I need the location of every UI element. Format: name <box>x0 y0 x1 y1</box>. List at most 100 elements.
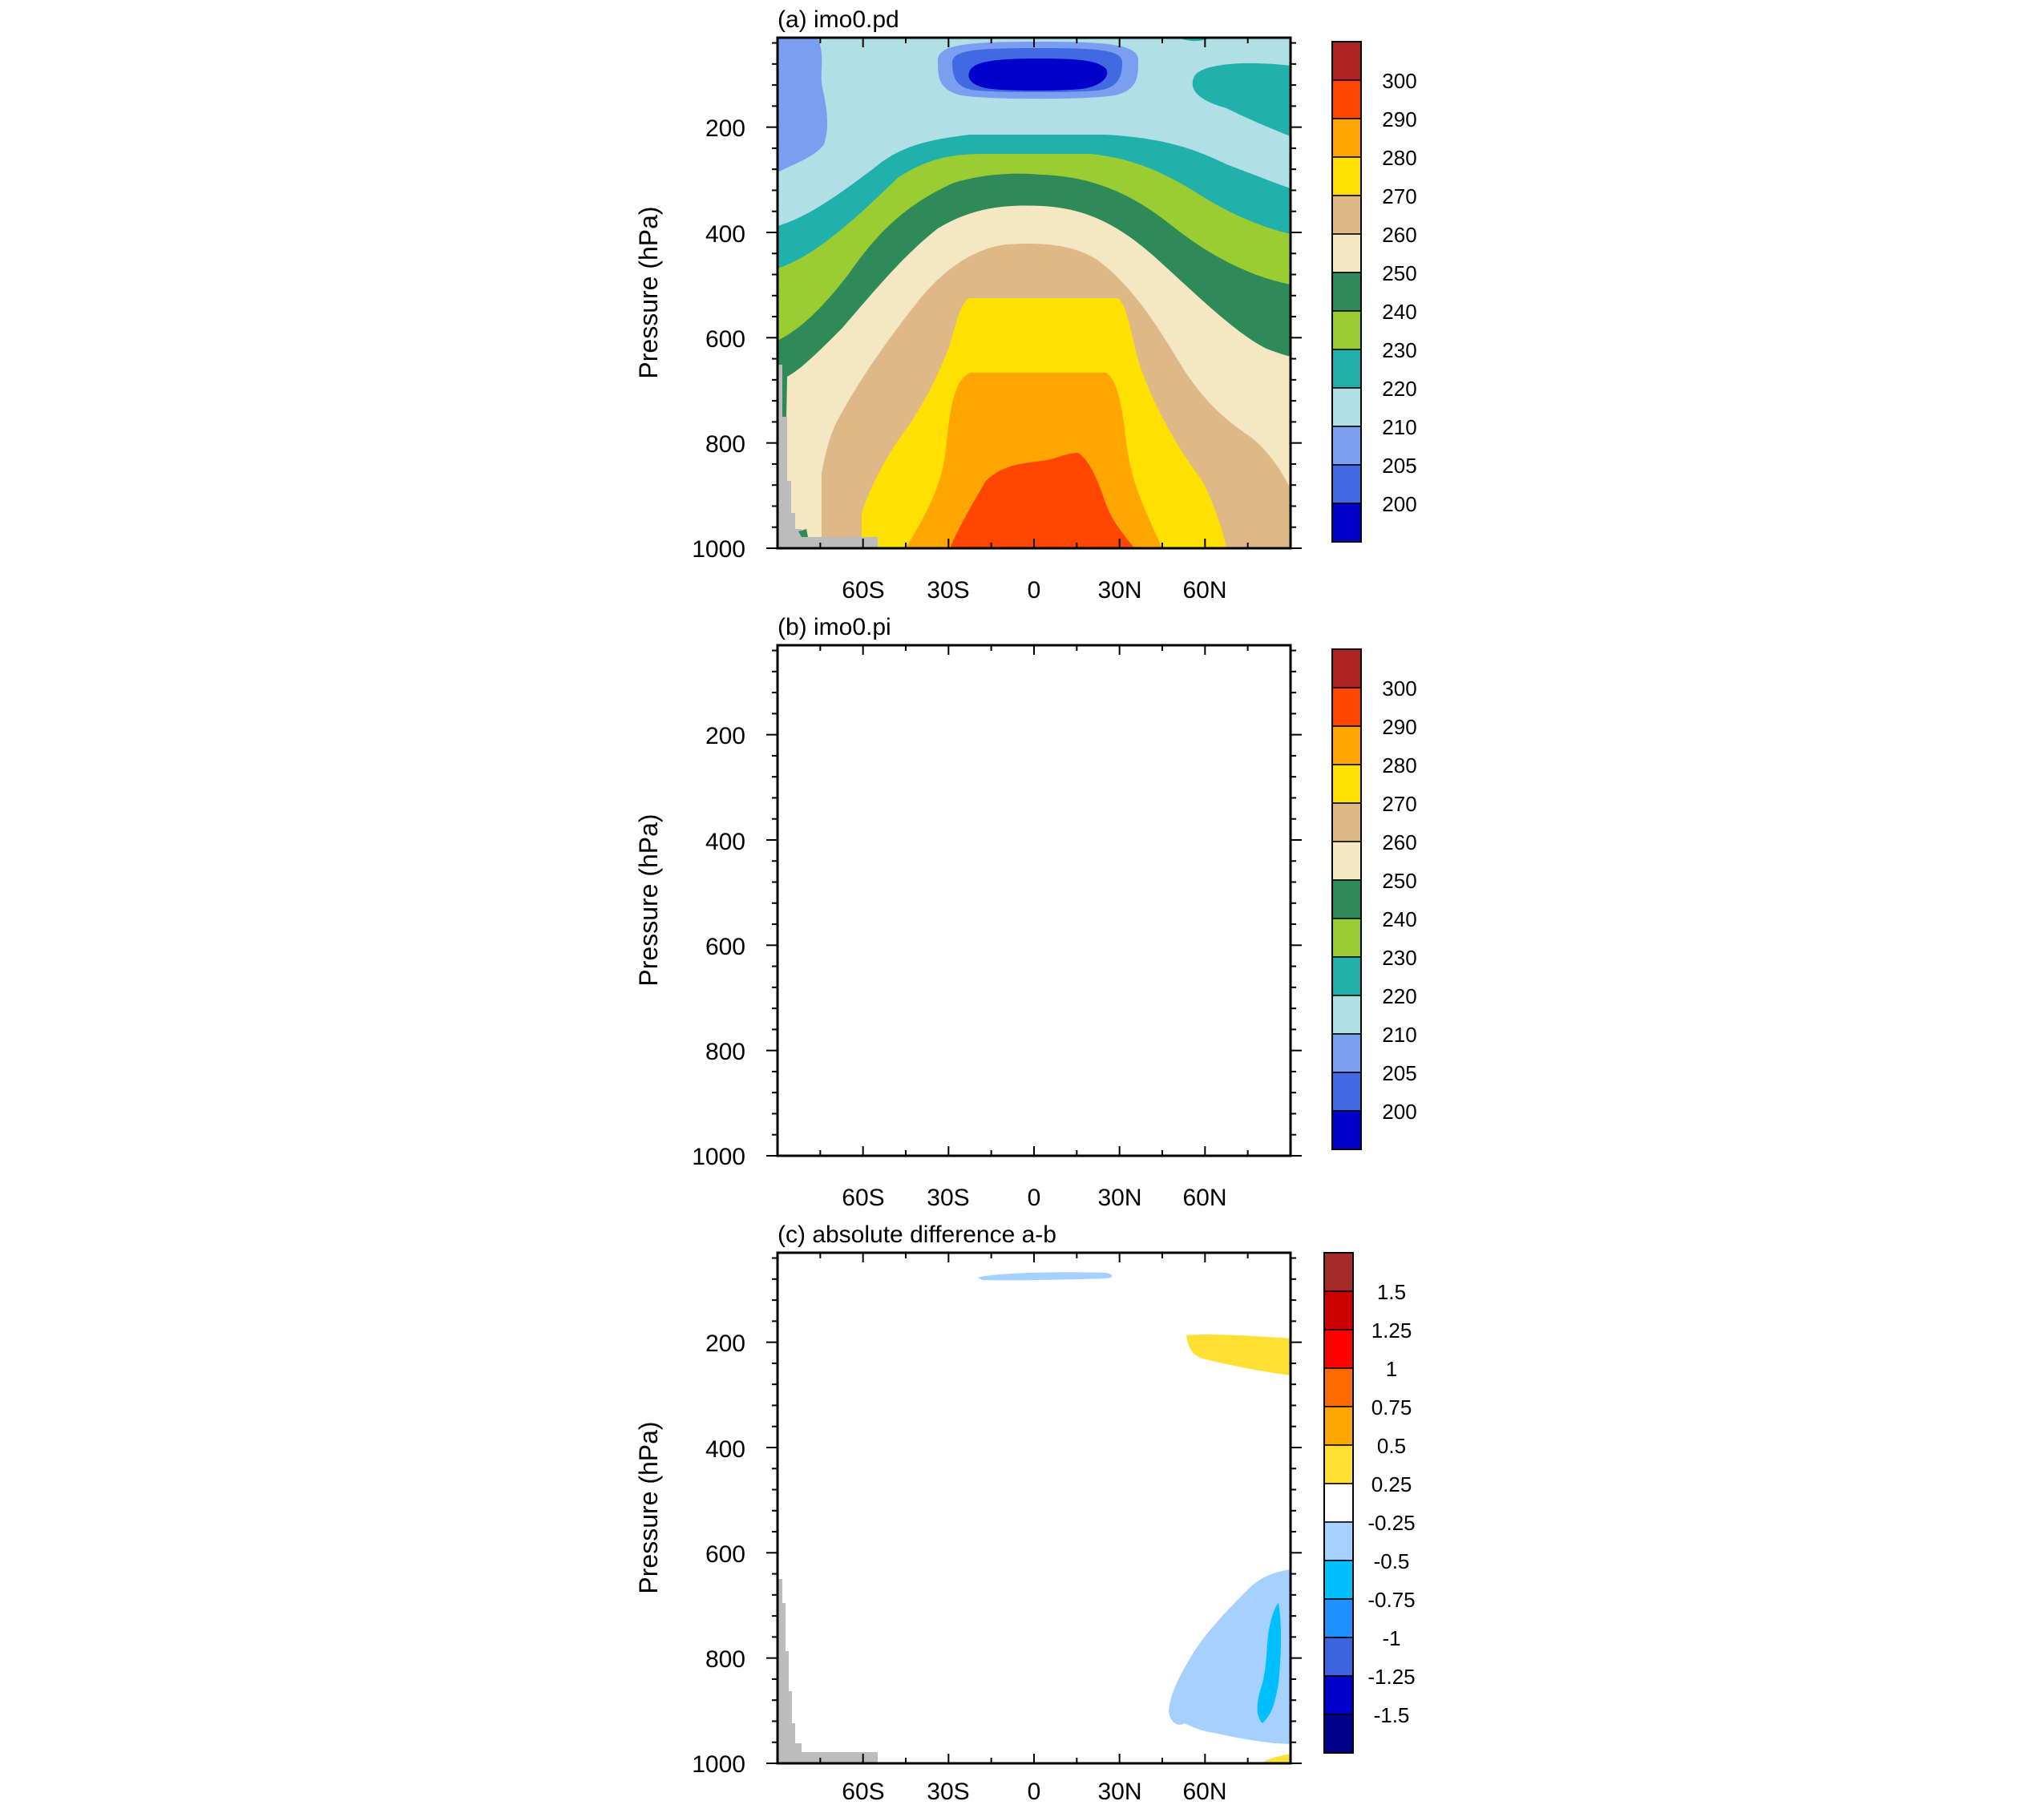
y-tick-label-200: 200 <box>705 1331 745 1357</box>
panel-c-xticks: 60S 30S 0 30N 60N <box>842 1779 1226 1805</box>
colorbar-label: 205 <box>1382 454 1416 478</box>
x-tick-label-0: 0 <box>1028 577 1041 604</box>
plot-frame <box>776 644 1292 1157</box>
x-tick-label-30n: 30N <box>1097 577 1141 604</box>
x-tick-label-60n: 60N <box>1182 1779 1226 1805</box>
colorbar-cell <box>1331 464 1362 504</box>
colorbar-label: 260 <box>1382 830 1416 854</box>
colorbar-cell <box>1331 156 1362 196</box>
colorbar-label: 270 <box>1382 792 1416 816</box>
colorbar-label: 280 <box>1382 146 1416 170</box>
band-c-neg-top <box>978 1272 1113 1281</box>
band-b-220 <box>778 742 1291 1156</box>
colorbar-label: -0.25 <box>1367 1511 1415 1535</box>
panel-b-contours <box>778 645 1291 1156</box>
colorbar-cell <box>1331 310 1362 350</box>
colorbar-cell <box>1331 841 1362 881</box>
colorbar-cell <box>1323 1714 1354 1754</box>
colorbar-cell <box>1323 1444 1354 1484</box>
colorbar-cell <box>1323 1598 1354 1638</box>
colorbar-label: -0.75 <box>1367 1588 1415 1612</box>
colorbar-label: 290 <box>1382 715 1416 739</box>
colorbar-cell <box>1331 687 1362 727</box>
colorbar-label: 1 <box>1386 1357 1397 1381</box>
colorbar-cell <box>1331 195 1362 235</box>
colorbar-cell <box>1331 118 1362 158</box>
x-tick-label-60s: 60S <box>842 1779 884 1805</box>
panel-b-colorbar: 300 290 280 270 260 250 240 230 220 210 205 200 <box>1331 648 1417 1150</box>
x-tick-label-30n: 30N <box>1097 1779 1141 1805</box>
y-tick-label-1000: 1000 <box>692 1751 745 1778</box>
band-b-lt200 <box>968 666 1107 698</box>
colorbar-cell <box>1323 1483 1354 1523</box>
y-tick-label-600: 600 <box>705 326 745 353</box>
panel-c-ylabel: Pressure (hPa) <box>634 1421 663 1593</box>
y-tick-label-800: 800 <box>705 1646 745 1673</box>
colorbar-cell <box>1323 1290 1354 1331</box>
band-a-290 <box>950 453 1134 548</box>
colorbar-label: 210 <box>1382 415 1416 439</box>
x-tick-label-0: 0 <box>1028 1185 1041 1211</box>
x-tick-label-60n: 60N <box>1182 1185 1226 1211</box>
band-b-240 <box>778 781 1291 1156</box>
band-b-220-right <box>1193 671 1291 744</box>
band-b-250 <box>784 814 1291 1156</box>
colorbar-label: 230 <box>1382 946 1416 970</box>
colorbar-label: 240 <box>1382 300 1416 324</box>
colorbar-cell <box>1331 879 1362 919</box>
colorbar-label: 1.5 <box>1377 1280 1406 1304</box>
colorbar-cell <box>1331 764 1362 804</box>
colorbar-label: -1.25 <box>1367 1665 1415 1689</box>
panel-a-frame <box>766 36 1302 550</box>
colorbar-cell <box>1323 1637 1354 1677</box>
band-b-230 <box>778 761 1291 1156</box>
colorbar-label: 250 <box>1382 869 1416 893</box>
panel-c: (c) absolute difference a-b Pressure (hP… <box>634 1222 1416 1805</box>
colorbar-label: 220 <box>1382 984 1416 1008</box>
colorbar-frame <box>1323 1252 1354 1754</box>
colorbar-label: 300 <box>1382 69 1416 93</box>
y-tick-label-1000: 1000 <box>692 1144 745 1170</box>
colorbar-cell <box>1331 349 1362 389</box>
x-tick-label-60n: 60N <box>1182 577 1226 604</box>
y-tick-label-800: 800 <box>705 1039 745 1065</box>
colorbar-frame <box>1331 648 1362 1150</box>
band-b-290 <box>950 1060 1134 1156</box>
colorbar-cell <box>1331 503 1362 543</box>
colorbar-label: 270 <box>1382 184 1416 208</box>
band-b-210 <box>778 645 1291 1156</box>
band-a-lt200 <box>968 59 1108 91</box>
band-b-280 <box>906 980 1162 1156</box>
colorbar-cell <box>1331 1033 1362 1073</box>
x-tick-label-60s: 60S <box>842 1185 884 1211</box>
y-tick-label-1000: 1000 <box>692 536 745 563</box>
colorbar-label: 260 <box>1382 223 1416 247</box>
panel-a-xticks: 60S 30S 0 30N 60N <box>842 577 1226 604</box>
colorbar-cell <box>1331 387 1362 427</box>
panel-a-colorbar: 300 290 280 270 260 250 240 230 220 210 205 200 <box>1331 41 1417 543</box>
panel-b-xticks: 60S 30S 0 30N 60N <box>842 1185 1226 1211</box>
panel-b-frame <box>766 644 1302 1157</box>
y-tick-label-400: 400 <box>705 1436 745 1463</box>
x-tick-label-30n: 30N <box>1097 1185 1141 1211</box>
colorbar-cell <box>1323 1329 1354 1369</box>
colorbar-label: -1 <box>1382 1626 1400 1650</box>
colorbar-cell <box>1331 995 1362 1035</box>
colorbar-cell <box>1331 79 1362 119</box>
colorbar-cell <box>1331 918 1362 958</box>
panel-a-ylabel: Pressure (hPa) <box>634 206 663 378</box>
colorbar-cell <box>1323 1367 1354 1407</box>
band-a-205-left <box>778 38 828 172</box>
panel-a-title: (a) imo0.pd <box>778 6 899 33</box>
y-tick-label-400: 400 <box>705 829 745 855</box>
y-tick-label-200: 200 <box>705 723 745 749</box>
colorbar-label: 210 <box>1382 1023 1416 1047</box>
colorbar-cell <box>1331 426 1362 466</box>
missing-b <box>778 972 878 1156</box>
band-a-220-right <box>1192 63 1291 136</box>
band-c-pos-upper <box>1186 1335 1291 1375</box>
colorbar-label: 290 <box>1382 107 1416 131</box>
colorbar-label: 200 <box>1382 1100 1416 1124</box>
y-tick-label-600: 600 <box>705 1541 745 1568</box>
